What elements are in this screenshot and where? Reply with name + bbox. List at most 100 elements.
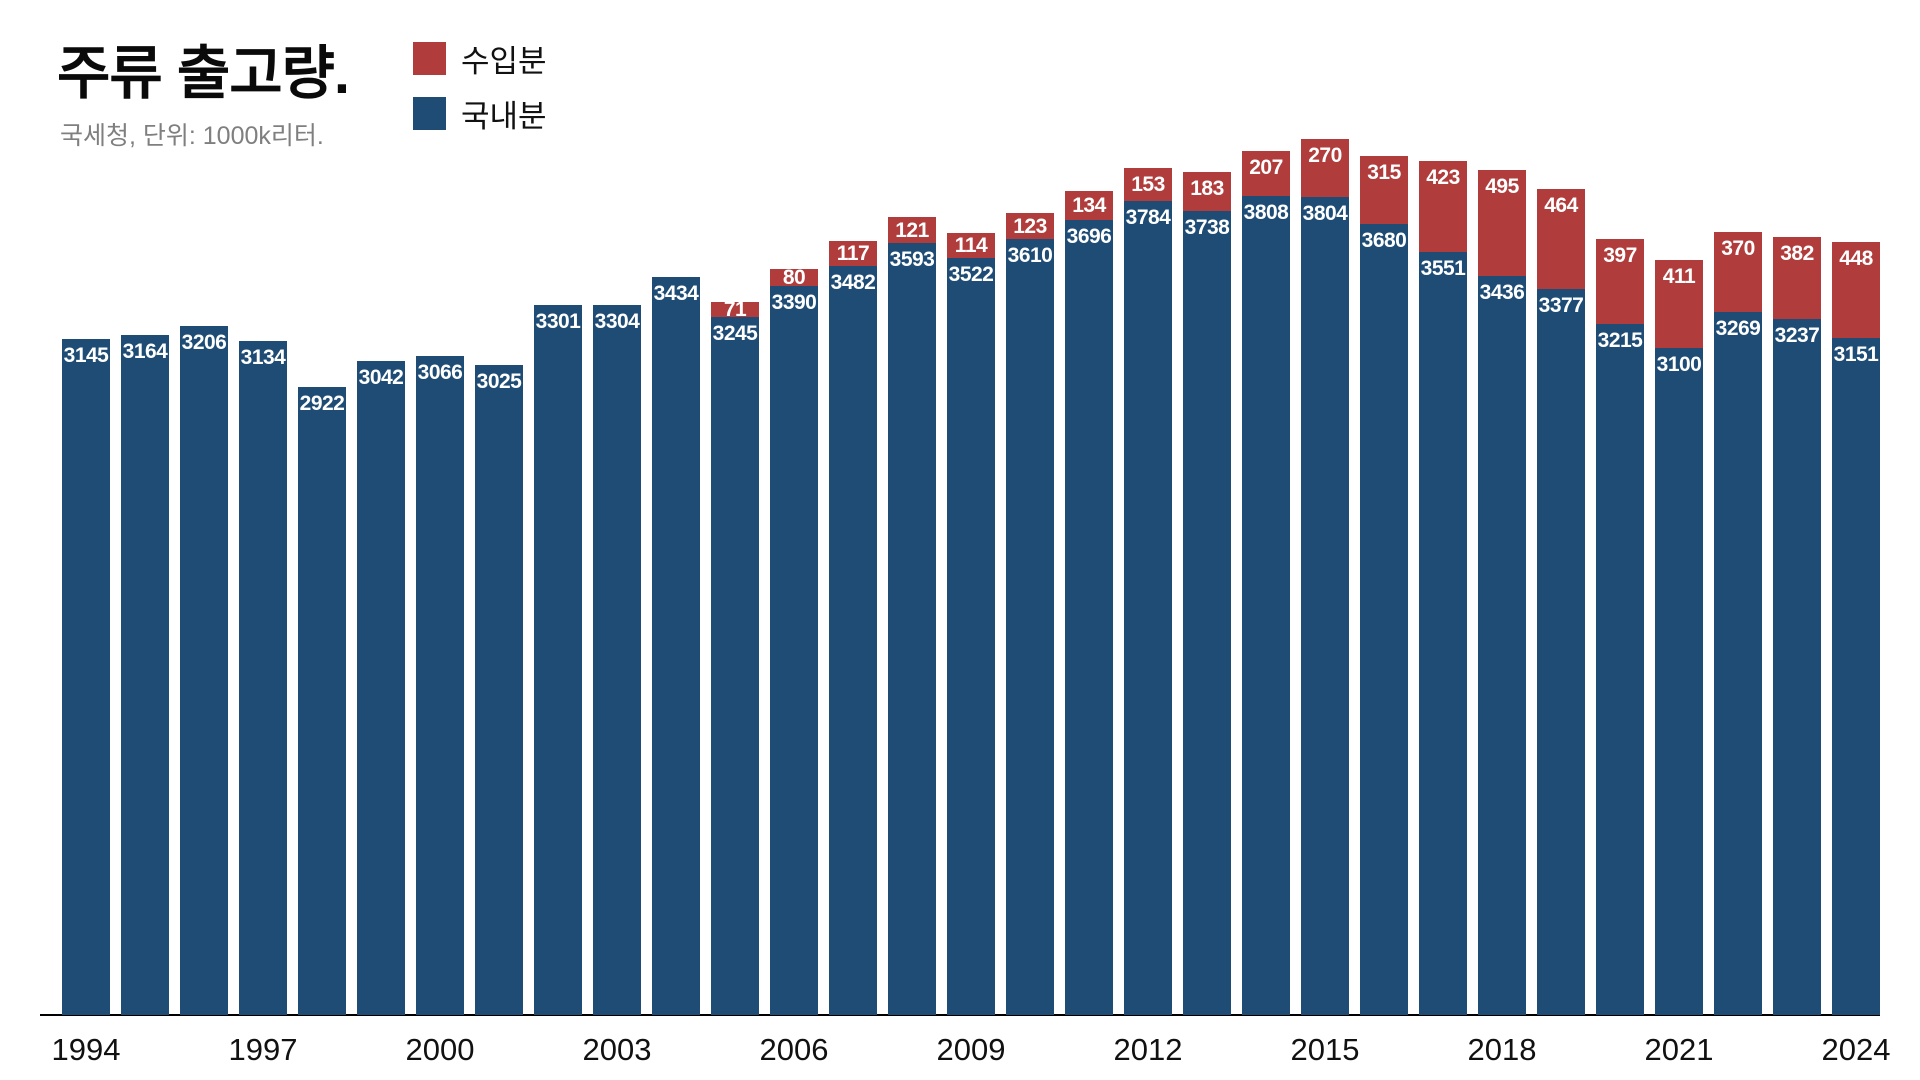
segment-domestic-1996: 3206 [180, 326, 228, 1015]
bar-2003[interactable]: 3304 [593, 305, 641, 1015]
segment-domestic-2000: 3066 [416, 356, 464, 1015]
bar-2015[interactable]: 270 3804 [1301, 139, 1349, 1015]
bar-2020[interactable]: 397 3215 [1596, 239, 1644, 1015]
segment-imported-2011: 134 [1065, 191, 1113, 220]
page-title: 주류 출고량. [57, 41, 350, 106]
bar-2011[interactable]: 134 3696 [1065, 191, 1113, 1015]
bar-2006[interactable]: 80 3390 [770, 266, 818, 1015]
bar-2013[interactable]: 183 3738 [1183, 172, 1231, 1015]
bar-2019[interactable]: 464 3377 [1537, 189, 1585, 1015]
segment-imported-2009: 114 [947, 233, 995, 258]
segment-imported-2020: 397 [1596, 239, 1644, 324]
segment-imported-2007-value-label: 117 [836, 242, 870, 265]
bar-2002[interactable]: 3301 [534, 305, 582, 1015]
bar-2023[interactable]: 382 3237 [1773, 237, 1821, 1015]
bar-1999[interactable]: 3042 [357, 361, 405, 1015]
segment-domestic-2022-value-label: 3269 [1715, 317, 1761, 340]
segment-domestic-2013: 3738 [1183, 211, 1231, 1015]
bar-2014[interactable]: 207 3808 [1242, 151, 1290, 1015]
segment-domestic-2021-value-label: 3100 [1656, 353, 1702, 376]
segment-imported-2021: 411 [1655, 260, 1703, 348]
segment-imported-2012-value-label: 153 [1131, 173, 1165, 196]
segment-domestic-2021: 3100 [1655, 348, 1703, 1015]
segment-domestic-2001-value-label: 3025 [476, 370, 522, 393]
segment-imported-2009-value-label: 114 [954, 234, 988, 257]
segment-domestic-2020: 3215 [1596, 324, 1644, 1015]
bar-2021[interactable]: 411 3100 [1655, 260, 1703, 1015]
segment-domestic-2007-value-label: 3482 [830, 271, 876, 294]
x-axis-label-1997: 1997 [228, 1032, 298, 1067]
segment-domestic-2018-value-label: 3436 [1479, 281, 1525, 304]
bar-1996[interactable]: 3206 [180, 326, 228, 1015]
segment-imported-2008-value-label: 121 [895, 219, 929, 242]
segment-imported-2019: 464 [1537, 189, 1585, 289]
segment-imported-2016-value-label: 315 [1367, 161, 1401, 184]
segment-domestic-2000-value-label: 3066 [417, 361, 463, 384]
segment-domestic-2010-value-label: 3610 [1007, 244, 1053, 267]
segment-domestic-2012: 3784 [1124, 201, 1172, 1015]
bar-2008[interactable]: 121 3593 [888, 217, 936, 1015]
legend-label-imported: 수입분 [461, 44, 547, 79]
bar-2010[interactable]: 123 3610 [1006, 213, 1054, 1015]
segment-domestic-2018: 3436 [1478, 276, 1526, 1015]
x-axis-line [40, 1014, 1880, 1016]
bar-2005[interactable]: 71 3245 [711, 298, 759, 1015]
segment-domestic-1998-value-label: 2922 [299, 392, 345, 415]
segment-imported-2018: 495 [1478, 170, 1526, 276]
segment-domestic-2023-value-label: 3237 [1774, 324, 1820, 347]
segment-imported-2018-value-label: 495 [1485, 175, 1519, 198]
bar-2017[interactable]: 423 3551 [1419, 161, 1467, 1015]
segment-domestic-2022: 3269 [1714, 312, 1762, 1015]
bar-2022[interactable]: 370 3269 [1714, 232, 1762, 1015]
segment-domestic-2013-value-label: 3738 [1184, 216, 1230, 239]
segment-imported-2024: 448 [1832, 242, 1880, 338]
segment-imported-2012: 153 [1124, 168, 1172, 201]
bar-2009[interactable]: 114 3522 [947, 233, 995, 1015]
bar-2012[interactable]: 153 3784 [1124, 168, 1172, 1015]
bar-2016[interactable]: 315 3680 [1360, 156, 1408, 1015]
x-axis-label-2006: 2006 [759, 1032, 829, 1067]
bar-1998[interactable]: 2922 [298, 387, 346, 1015]
segment-domestic-2003: 3304 [593, 305, 641, 1015]
bar-2018[interactable]: 495 3436 [1478, 170, 1526, 1015]
segment-domestic-2020-value-label: 3215 [1597, 329, 1643, 352]
x-axis-label-2018: 2018 [1467, 1032, 1537, 1067]
segment-domestic-2019-value-label: 3377 [1538, 294, 1584, 317]
bar-1995[interactable]: 3164 [121, 335, 169, 1015]
segment-domestic-2001: 3025 [475, 365, 523, 1015]
x-axis-label-2015: 2015 [1290, 1032, 1360, 1067]
bar-1994[interactable]: 3145 [62, 339, 110, 1015]
segment-imported-2013-value-label: 183 [1190, 177, 1224, 200]
bar-1997[interactable]: 3134 [239, 341, 287, 1015]
x-axis-label-2003: 2003 [582, 1032, 652, 1067]
segment-imported-2011-value-label: 134 [1072, 194, 1106, 217]
segment-imported-2014: 207 [1242, 151, 1290, 196]
bar-2001[interactable]: 3025 [475, 365, 523, 1015]
bar-2000[interactable]: 3066 [416, 356, 464, 1015]
segment-imported-2017-value-label: 423 [1426, 166, 1460, 189]
x-axis-label-1994: 1994 [51, 1032, 121, 1067]
segment-domestic-2008-value-label: 3593 [889, 248, 935, 271]
segment-domestic-1996-value-label: 3206 [181, 331, 227, 354]
segment-domestic-2024-value-label: 3151 [1833, 343, 1879, 366]
segment-domestic-2014-value-label: 3808 [1243, 201, 1289, 224]
bar-2004[interactable]: 3434 [652, 277, 700, 1015]
legend: 수입분 국내분 [413, 36, 547, 146]
segment-domestic-2011-value-label: 3696 [1066, 225, 1112, 248]
segment-domestic-2003-value-label: 3304 [594, 310, 640, 333]
segment-domestic-2023: 3237 [1773, 319, 1821, 1015]
segment-domestic-1997-value-label: 3134 [240, 346, 286, 369]
x-axis-label-2012: 2012 [1113, 1032, 1183, 1067]
segment-domestic-2005: 3245 [711, 317, 759, 1015]
legend-item-domestic: 국내분 [413, 91, 547, 136]
bar-2024[interactable]: 448 3151 [1832, 242, 1880, 1015]
segment-domestic-2004: 3434 [652, 277, 700, 1015]
segment-imported-2022: 370 [1714, 232, 1762, 312]
segment-imported-2015: 270 [1301, 139, 1349, 197]
segment-imported-2022-value-label: 370 [1721, 237, 1755, 260]
bar-2007[interactable]: 117 3482 [829, 241, 877, 1015]
segment-domestic-2009-value-label: 3522 [948, 263, 994, 286]
x-axis-label-2021: 2021 [1644, 1032, 1714, 1067]
segment-imported-2006-value-label: 80 [782, 266, 806, 289]
